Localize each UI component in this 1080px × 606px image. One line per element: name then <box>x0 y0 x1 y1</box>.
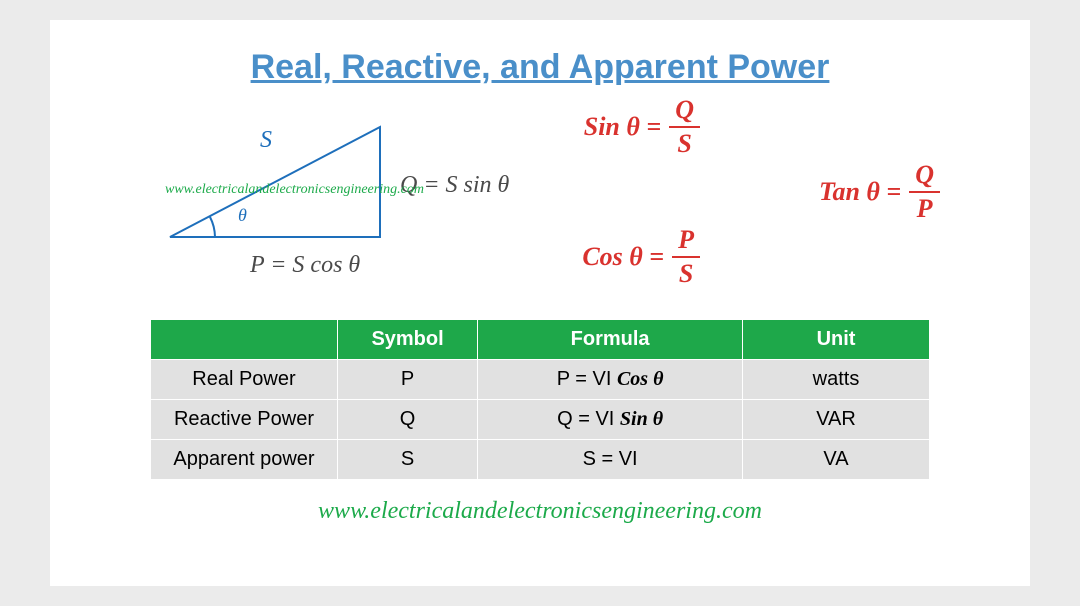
formula-cos-lhs: Cos θ = <box>582 242 664 272</box>
formula-sin-lhs: Sin θ = <box>584 112 661 142</box>
formula-sin-frac: Q S <box>669 97 700 157</box>
power-table-wrap: Symbol Formula Unit Real Power P P = VI … <box>150 319 930 480</box>
row2-symbol: S <box>337 440 477 480</box>
row2-name: Apparent power <box>151 440 338 480</box>
formula-sin: Sin θ = Q S <box>584 97 700 157</box>
col-formula: Formula <box>478 320 743 360</box>
row1-formula-trig: Sin θ <box>620 408 663 430</box>
row0-name: Real Power <box>151 360 338 400</box>
formula-sin-num: Q <box>669 97 700 128</box>
formula-tan-frac: Q P <box>909 162 940 222</box>
row0-symbol: P <box>337 360 477 400</box>
content-card: Real, Reactive, and Apparent Power S θ Q… <box>50 20 1030 586</box>
row0-formula: P = VI Cos θ <box>478 360 743 400</box>
angle-arc <box>210 217 215 237</box>
label-adjacent-eq: P = S cos θ <box>250 252 360 279</box>
table-row: Apparent power S S = VI VA <box>151 440 930 480</box>
formula-cos: Cos θ = P S <box>582 227 700 287</box>
table-header-row: Symbol Formula Unit <box>151 320 930 360</box>
col-symbol: Symbol <box>337 320 477 360</box>
footer-link: www.electricalandelectronicsengineering.… <box>90 498 990 525</box>
table-row: Reactive Power Q Q = VI Sin θ VAR <box>151 400 930 440</box>
power-table: Symbol Formula Unit Real Power P P = VI … <box>150 319 930 480</box>
row2-unit: VA <box>743 440 930 480</box>
row1-unit: VAR <box>743 400 930 440</box>
row2-formula: S = VI <box>478 440 743 480</box>
page-title: Real, Reactive, and Apparent Power <box>90 48 990 87</box>
row0-unit: watts <box>743 360 930 400</box>
row1-formula: Q = VI Sin θ <box>478 400 743 440</box>
label-angle: θ <box>238 205 247 226</box>
formula-tan-lhs: Tan θ = <box>819 177 901 207</box>
label-hypotenuse: S <box>260 127 272 154</box>
formula-cos-den: S <box>673 258 699 287</box>
formula-tan-num: Q <box>909 162 940 193</box>
row1-name: Reactive Power <box>151 400 338 440</box>
row1-formula-prefix: Q = VI <box>557 408 620 430</box>
row0-formula-trig: Cos θ <box>617 368 664 390</box>
formula-sin-den: S <box>671 128 697 157</box>
formula-cos-num: P <box>672 227 700 258</box>
formula-cos-frac: P S <box>672 227 700 287</box>
diagram-row: S θ Q = S sin θ P = S cos θ www.electric… <box>90 107 990 307</box>
table-row: Real Power P P = VI Cos θ watts <box>151 360 930 400</box>
row1-symbol: Q <box>337 400 477 440</box>
row0-formula-prefix: P = VI <box>557 368 617 390</box>
power-triangle: S θ Q = S sin θ P = S cos θ www.electric… <box>150 117 450 297</box>
col-unit: Unit <box>743 320 930 360</box>
row2-formula-prefix: S = VI <box>583 448 638 470</box>
col-blank <box>151 320 338 360</box>
formula-tan-den: P <box>911 193 939 222</box>
watermark-text: www.electricalandelectronicsengineering.… <box>165 182 424 198</box>
formula-tan: Tan θ = Q P <box>819 162 940 222</box>
